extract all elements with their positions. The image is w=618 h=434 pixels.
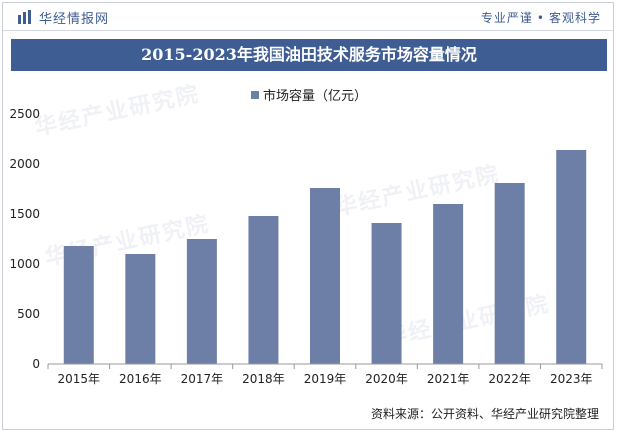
y-tick-label: 2000 (9, 157, 40, 171)
y-tick-label: 2500 (9, 107, 40, 121)
bar (125, 254, 156, 364)
x-tick-label: 2018年 (242, 372, 285, 386)
bar (248, 216, 279, 364)
legend-swatch (251, 90, 259, 99)
bar (63, 246, 94, 364)
x-tick-label: 2020年 (365, 372, 408, 386)
y-tick-label: 500 (17, 307, 40, 321)
legend-label: 市场容量（亿元） (263, 89, 368, 104)
bar (310, 188, 340, 364)
tagline-right: 客观科学 (548, 11, 601, 25)
bar (556, 150, 587, 364)
chart-title: 2015-2023年我国油田技术服务市场容量情况 (11, 39, 607, 71)
y-tick-label: 1500 (9, 207, 40, 221)
y-tick-label: 1000 (9, 257, 40, 271)
bar-chart: 0 500 1000 1500 2000 2500 2015年 2016年 2017年 2018年… (9, 107, 603, 386)
x-tick-label: 2021年 (427, 372, 470, 386)
tagline: 专业严谨 • 客观科学 (481, 9, 601, 26)
y-tick-label: 0 (32, 357, 40, 371)
bar (433, 204, 464, 364)
x-tick-label: 2015年 (58, 372, 101, 386)
legend: 市场容量（亿元） (251, 85, 367, 104)
x-tick-label: 2019年 (304, 372, 347, 386)
chart-frame: 华经情报网 专业严谨 • 客观科学 华经产业研究院 华经产业研究院 华经产业研究院 … (2, 2, 614, 430)
x-tick-label: 2023年 (550, 372, 593, 386)
x-tick-label: 2017年 (181, 372, 224, 386)
tagline-separator: • (536, 11, 545, 25)
top-bar: 华经情报网 专业严谨 • 客观科学 (3, 3, 613, 31)
brand: 华经情报网 (17, 8, 110, 27)
source-note: 资料来源：公开资料、华经产业研究院整理 (370, 407, 599, 421)
bar (371, 223, 402, 364)
brand-logo-icon (18, 10, 31, 24)
bar (186, 239, 217, 364)
brand-name: 华经情报网 (39, 11, 110, 27)
bar (494, 183, 525, 364)
tagline-left: 专业严谨 (480, 11, 533, 25)
x-tick-label: 2016年 (119, 372, 162, 386)
x-tick-label: 2022年 (488, 372, 531, 386)
